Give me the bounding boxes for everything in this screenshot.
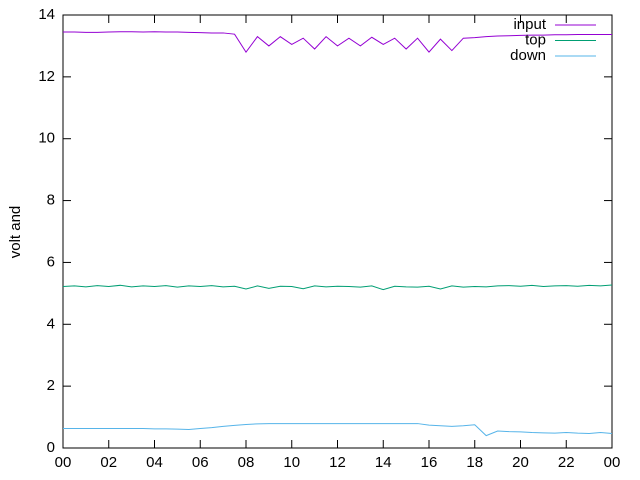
- y-tick-label: 2: [47, 377, 55, 394]
- x-tick-label: 18: [466, 454, 483, 471]
- legend-label: top: [525, 31, 546, 48]
- x-tick-label: 12: [329, 454, 346, 471]
- x-tick-label: 06: [192, 454, 209, 471]
- y-tick-label: 4: [47, 315, 55, 332]
- legend-label: input: [513, 16, 546, 33]
- x-tick-label: 08: [238, 454, 255, 471]
- y-tick-label: 12: [38, 68, 55, 85]
- x-tick-label: 00: [55, 454, 72, 471]
- x-tick-label: 00: [604, 454, 621, 471]
- series-line: [63, 423, 613, 437]
- plot-frame: [62, 14, 613, 449]
- series-line: [62, 284, 613, 291]
- x-tick-label: 02: [100, 454, 117, 471]
- x-tick-label: 20: [512, 454, 529, 471]
- x-tick-label: 16: [421, 454, 438, 471]
- series-line: [63, 31, 612, 53]
- x-tick-label: 10: [283, 454, 300, 471]
- y-tick-label: 14: [38, 6, 55, 23]
- y-axis-label: volt and: [7, 206, 24, 259]
- x-tick-label: 14: [375, 454, 392, 471]
- y-tick-label: 10: [38, 130, 55, 147]
- y-tick-label: 8: [47, 192, 55, 209]
- x-tick-label: 22: [558, 454, 575, 471]
- legend-label: down: [510, 47, 546, 64]
- x-tick-label: 04: [146, 454, 163, 471]
- y-tick-label: 0: [47, 439, 55, 456]
- y-tick-label: 6: [47, 253, 55, 270]
